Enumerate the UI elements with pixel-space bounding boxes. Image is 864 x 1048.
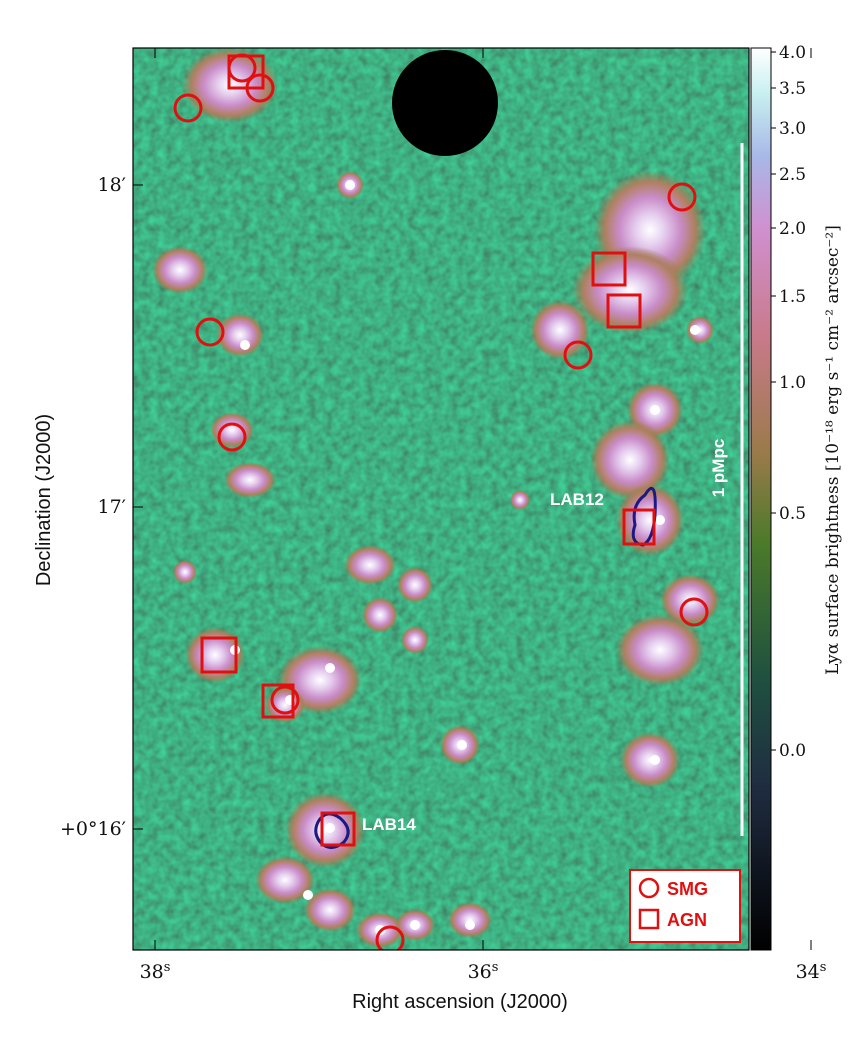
x-axis-ticks: 38s36s34s22h17m32s xyxy=(140,48,827,983)
smg-marker xyxy=(667,182,697,212)
emission-blob xyxy=(216,313,264,357)
colorbar-tick-label: 3.0 xyxy=(779,119,806,139)
smg-marker xyxy=(195,317,225,347)
x-tick-label: 34s xyxy=(796,960,827,983)
source-markers xyxy=(173,53,709,950)
y-tick-label: 17′ xyxy=(98,496,127,518)
emission-blob xyxy=(265,687,305,723)
emission-blob xyxy=(285,792,365,868)
colorbar-tick-label: 0.0 xyxy=(779,741,806,761)
emission-blob xyxy=(255,856,315,904)
colorbar-tick-label: 1.5 xyxy=(779,287,806,307)
x-tick-label: 36s xyxy=(468,960,499,983)
agn-marker xyxy=(622,508,656,546)
colorbar-tick-label: 3.5 xyxy=(779,79,806,99)
legend: SMG AGN xyxy=(629,869,741,943)
bright-core xyxy=(410,920,420,930)
agn-marker xyxy=(200,636,238,674)
plot-frame xyxy=(132,47,750,951)
smg-marker xyxy=(679,597,709,627)
colorbar-tick-label: 2.0 xyxy=(779,219,806,239)
bright-core xyxy=(325,823,335,833)
bright-core xyxy=(325,663,335,673)
emission-blob xyxy=(510,490,530,510)
agn-marker xyxy=(591,251,627,287)
x-axis-title: Right ascension (J2000) xyxy=(352,991,568,1013)
legend-frame xyxy=(629,869,741,943)
bright-core xyxy=(465,920,475,930)
bright-core xyxy=(650,755,660,765)
colorbar-title: Lyα surface brightness [10⁻¹⁸ erg s⁻¹ cm… xyxy=(823,225,843,675)
emission-blob xyxy=(210,412,254,448)
emission-blob xyxy=(173,560,197,584)
colorbar-tick-label: 1.0 xyxy=(779,373,806,393)
smg-marker xyxy=(563,340,593,370)
y-tick-label: 18′ xyxy=(98,174,127,196)
legend-smg-label: SMG xyxy=(667,879,708,899)
emission-blob xyxy=(616,614,704,686)
smg-marker xyxy=(270,685,300,715)
bright-core xyxy=(457,740,467,750)
map-panel xyxy=(133,48,749,950)
bright-core xyxy=(345,180,355,190)
agn-marker xyxy=(261,683,295,719)
colorbar-gradient xyxy=(750,47,772,951)
lab14-label: LAB14 xyxy=(362,815,416,834)
agn-marker xyxy=(320,811,356,847)
colorbar: 4.0 3.5 3.0 2.5 2.0 1.5 1.0 0.5 0.0 Lyα surface … xyxy=(750,43,843,951)
smg-marker xyxy=(173,93,203,123)
bright-core xyxy=(655,515,665,525)
y-tick-label: +0°16′ xyxy=(60,818,126,840)
x-tick-label: 38s xyxy=(140,960,171,983)
lab12-label: LAB12 xyxy=(550,490,604,509)
colorbar-tick-label: 2.5 xyxy=(779,165,806,185)
smg-marker xyxy=(217,422,247,452)
smg-marker xyxy=(375,925,405,950)
legend-smg-marker xyxy=(638,877,660,899)
emission-blob xyxy=(530,300,590,360)
scale-bar-label: 1 pMpc xyxy=(709,439,728,498)
emission-blob xyxy=(344,545,396,585)
legend-agn-label: AGN xyxy=(667,910,707,930)
emission-blob xyxy=(590,420,670,500)
emission-blob xyxy=(224,462,276,498)
emission-blob xyxy=(397,567,433,603)
emission-blob xyxy=(572,246,688,334)
agn-marker xyxy=(227,54,265,90)
bright-core xyxy=(303,890,313,900)
y-axis-title: Declination (J2000) xyxy=(33,414,55,586)
bright-core xyxy=(240,340,250,350)
emission-blob xyxy=(401,626,429,654)
emission-blob xyxy=(304,888,356,932)
colorbar-tick-label: 0.5 xyxy=(779,504,806,524)
masked-star xyxy=(392,50,498,156)
colorbar-tick-label: 4.0 xyxy=(779,43,806,63)
agn-marker xyxy=(606,293,642,329)
colorbar-ticks: 4.0 3.5 3.0 2.5 2.0 1.5 1.0 0.5 0.0 xyxy=(771,43,806,761)
emission-blob xyxy=(152,246,208,294)
bright-core xyxy=(650,405,660,415)
emission-blob xyxy=(185,627,245,683)
bright-core xyxy=(690,325,700,335)
y-axis-ticks: 18′ 17′ +0°16′ xyxy=(60,174,143,840)
emission-blob xyxy=(362,597,398,633)
legend-agn-marker xyxy=(638,908,660,930)
